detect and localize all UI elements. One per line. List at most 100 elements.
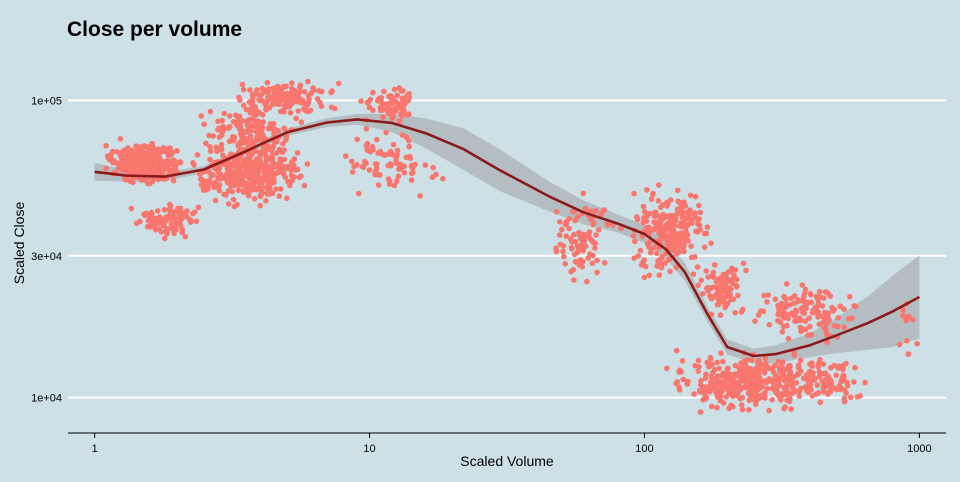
data-point — [723, 394, 730, 400]
data-point — [364, 140, 371, 147]
data-point — [804, 372, 811, 378]
data-point — [291, 156, 298, 162]
data-point — [797, 315, 803, 321]
data-point — [775, 380, 781, 386]
data-point — [696, 216, 702, 222]
data-point — [394, 147, 401, 154]
data-point — [765, 292, 771, 298]
data-point — [154, 150, 160, 157]
data-point — [296, 174, 303, 181]
data-point — [720, 383, 727, 389]
data-point — [671, 222, 678, 229]
data-point — [758, 378, 764, 384]
data-point — [394, 151, 401, 158]
data-point — [394, 178, 400, 184]
data-point — [775, 358, 782, 365]
data-point — [851, 379, 857, 385]
data-point — [843, 360, 849, 367]
data-point — [217, 171, 224, 178]
data-point — [641, 274, 648, 281]
data-point — [156, 156, 162, 163]
data-point — [276, 146, 283, 153]
data-point — [239, 137, 245, 144]
data-point — [272, 86, 278, 93]
data-point — [654, 219, 660, 226]
data-point — [595, 227, 602, 233]
data-point — [677, 243, 683, 250]
data-point — [785, 335, 792, 342]
data-point — [684, 381, 691, 387]
data-point — [679, 223, 685, 230]
data-point — [746, 407, 752, 413]
data-point — [203, 181, 210, 188]
data-point — [833, 372, 840, 379]
data-point — [708, 311, 715, 318]
data-point — [128, 205, 135, 212]
data-point — [762, 355, 769, 362]
data-point — [263, 154, 270, 161]
data-point — [651, 213, 658, 220]
data-point — [298, 99, 304, 106]
data-point — [716, 365, 722, 372]
data-point — [367, 96, 374, 103]
data-point — [212, 197, 219, 204]
data-point — [161, 207, 168, 213]
data-point — [230, 196, 237, 203]
data-point — [729, 372, 735, 379]
data-point — [578, 246, 585, 252]
data-point — [650, 191, 656, 198]
data-point — [708, 240, 714, 246]
data-point — [660, 213, 666, 220]
data-point — [729, 276, 735, 283]
data-point — [569, 246, 575, 252]
data-point — [408, 163, 415, 170]
data-point — [225, 125, 232, 131]
data-point — [387, 161, 394, 167]
data-point — [667, 268, 673, 275]
data-point — [725, 383, 731, 390]
data-point — [216, 125, 222, 132]
data-point — [659, 253, 665, 260]
data-point — [399, 95, 406, 102]
data-point — [119, 149, 126, 155]
data-point — [186, 216, 193, 222]
data-point — [267, 94, 274, 101]
data-point — [200, 187, 207, 193]
data-point — [710, 269, 717, 276]
data-point — [583, 243, 589, 250]
data-point — [769, 365, 776, 372]
data-point — [827, 293, 834, 299]
data-point — [692, 213, 698, 219]
data-point — [559, 226, 565, 233]
data-point — [305, 108, 312, 115]
data-point — [343, 153, 349, 159]
data-point — [799, 282, 806, 288]
data-point — [272, 171, 278, 178]
data-point — [807, 384, 813, 390]
data-point — [769, 396, 775, 403]
data-point — [225, 201, 232, 207]
smooth-trend-line — [94, 118, 921, 358]
data-point — [276, 193, 283, 199]
data-point — [789, 385, 796, 391]
data-point — [270, 176, 277, 183]
data-point — [142, 143, 148, 149]
data-point — [654, 263, 660, 269]
data-point — [440, 175, 446, 182]
data-point — [592, 245, 598, 251]
data-point — [814, 382, 821, 388]
data-point — [269, 101, 276, 108]
x-tick-label: 10 — [363, 443, 375, 455]
data-point — [198, 176, 204, 182]
data-point — [726, 405, 732, 412]
data-point — [809, 371, 815, 378]
y-tick-label: 3e+04 — [31, 251, 62, 263]
data-point — [680, 376, 687, 383]
data-point — [831, 306, 838, 313]
data-point — [287, 110, 294, 116]
data-point — [253, 186, 260, 193]
data-point — [216, 134, 223, 140]
data-point — [387, 178, 393, 185]
data-point — [714, 376, 720, 383]
data-point — [149, 163, 156, 169]
